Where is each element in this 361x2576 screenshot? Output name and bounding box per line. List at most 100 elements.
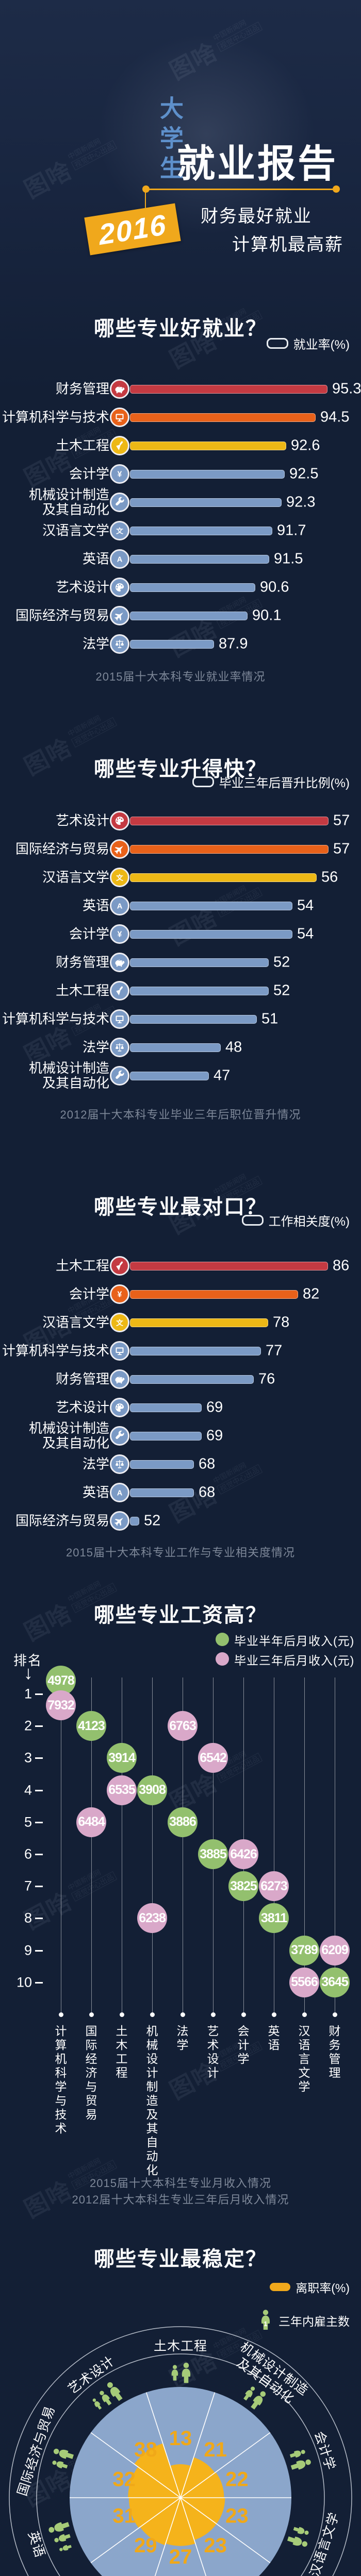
major-label: 艺术设计 (55, 579, 109, 595)
major-label: 机械设计制造 及其自动化 (28, 1420, 109, 1451)
major-label: 国际经济与贸易 (15, 841, 109, 857)
employer-person-icons (48, 2522, 72, 2551)
bar (130, 817, 329, 825)
source-note: 2015届十大本科专业工作与专业相关度情况 (66, 1546, 295, 1559)
sector-label: 汉语言文学 (307, 2511, 342, 2576)
column-end-dot (302, 2012, 307, 2017)
palette-icon (110, 1398, 129, 1417)
legend-label: 毕业三年后晋升比例(%) (219, 776, 350, 790)
source-note: 2015届十大本科生专业月收入情况 (90, 2177, 271, 2190)
person-icon (92, 2398, 102, 2410)
employer-person-icons (289, 2450, 311, 2470)
svg-text:A: A (117, 903, 123, 911)
major-label: 土木工程 (55, 1258, 109, 1274)
bar-value: 90.1 (252, 607, 282, 624)
rank-number: 8 (24, 1910, 32, 1926)
employer-person-icons (243, 2386, 266, 2410)
person-icon (107, 2382, 123, 2401)
rank-tick (35, 1789, 43, 1791)
rank-tick (35, 1757, 43, 1759)
bar (130, 1347, 261, 1355)
bar-value: 56 (321, 869, 338, 886)
major-label: 法学 (82, 636, 109, 652)
bar-value: 51 (261, 1010, 278, 1027)
half-year-income-bubble: 3886 (168, 1807, 198, 1837)
chart-legend: 工作相关度(%) (241, 1211, 350, 1229)
half-year-income-bubble: 4123 (76, 1711, 106, 1741)
sector-divider (180, 2497, 271, 2564)
bar-value: 52 (144, 1512, 161, 1529)
turnover-value: 38 (134, 2438, 157, 2461)
sector-label: 英语 (25, 2530, 47, 2560)
column-end-dot (272, 2012, 276, 2017)
bar-value: 94.5 (320, 409, 350, 426)
source-note: 2012届十大本科专业毕业三年后职位晋升情况 (60, 1108, 301, 1121)
column-label: 艺术设计 (205, 2025, 219, 2080)
section-title: 哪些专业升得快？ (94, 758, 267, 781)
rank-tick (35, 1693, 43, 1695)
rank-number: 5 (24, 1814, 32, 1830)
bar (130, 987, 269, 995)
column-label: 财务管理 (327, 2025, 340, 2080)
middle-ring (36, 2353, 325, 2576)
legend-half-year-dot (216, 1633, 229, 1646)
rank-tick (35, 1725, 43, 1727)
person-icon (171, 2365, 178, 2381)
rank-number: 2 (24, 1718, 32, 1734)
section-title: 哪些专业最对口？ (94, 1196, 267, 1218)
letter-a-icon: A (110, 1483, 129, 1502)
letter-a-icon: A (110, 896, 129, 916)
bar (130, 1375, 254, 1384)
bar-value: 47 (214, 1067, 231, 1084)
subtitle-line1: 财务最好就业 (201, 207, 312, 226)
turnover-legend: 离职率(%) (270, 2278, 350, 2296)
trowel-icon (110, 1256, 129, 1276)
turnover-value: 23 (225, 2505, 249, 2528)
bar (130, 640, 214, 649)
major-label: 计算机科学与技术 (2, 409, 109, 425)
piggy-bank-icon (110, 1369, 129, 1389)
three-year-income-bubble: 6426 (228, 1839, 258, 1869)
turnover-value: 21 (204, 2438, 227, 2461)
major-label: 机械设计制造 及其自动化 (28, 1060, 109, 1091)
rank-tick (35, 1918, 43, 1920)
bar (130, 1488, 194, 1497)
svg-text:文: 文 (116, 1319, 123, 1327)
bar (130, 1403, 202, 1412)
bar (130, 1290, 298, 1299)
major-label: 计算机科学与技术 (2, 1343, 109, 1359)
bar (130, 527, 272, 535)
bar-value: 76 (258, 1370, 275, 1387)
chart-legend: 就业率(%) (266, 334, 350, 352)
rank-axis-label: 排名 (13, 1653, 43, 1668)
legend-turnover-swatch (270, 2283, 291, 2291)
bar (130, 498, 282, 507)
watermark-logo: 图啥 (20, 156, 76, 204)
employer-person-icons (52, 2448, 74, 2469)
major-label: 汉语言文学 (42, 522, 109, 538)
legend-half-year-label: 毕业半年后月收入(元) (234, 1634, 355, 1648)
turnover-value: 32 (112, 2468, 136, 2491)
employers-legend: 1 三年内雇主数 (258, 2307, 350, 2334)
three-year-income-bubble: 6238 (137, 1903, 167, 1934)
bar (130, 873, 317, 882)
wen-icon: 文 (110, 868, 129, 887)
piggy-bank-icon (110, 379, 129, 399)
legend-swatch-icon (266, 338, 288, 349)
bar-value: 78 (273, 1314, 290, 1331)
bar-value: 95.3 (332, 380, 361, 397)
scales-icon (110, 1038, 129, 1057)
bar-value: 91.5 (274, 550, 303, 567)
bar (130, 442, 286, 450)
sector-label: 机械设计制造及其自动化 (228, 2340, 311, 2411)
employer-person-icons (92, 2382, 123, 2410)
three-year-income-bubble: 5566 (289, 1967, 319, 1997)
piggy-bank-icon (110, 953, 129, 972)
column-label: 机械设计制造及其自动化 (144, 2025, 158, 2178)
bar (130, 583, 255, 592)
rank-number: 1 (24, 1686, 32, 1702)
svg-text:A: A (117, 1489, 123, 1498)
column-end-dot (120, 2012, 124, 2017)
rank-tick (35, 1950, 43, 1952)
